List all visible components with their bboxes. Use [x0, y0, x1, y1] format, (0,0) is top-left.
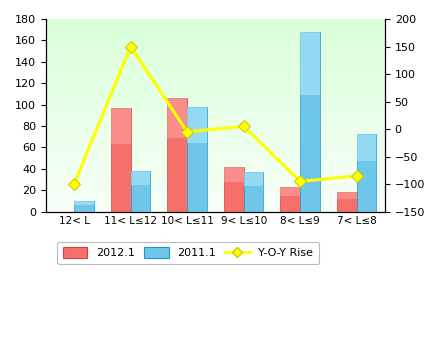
Bar — [111, 108, 131, 144]
Bar — [74, 201, 94, 212]
Bar — [131, 171, 150, 212]
Bar — [74, 201, 94, 205]
Bar — [337, 192, 357, 199]
Bar — [337, 192, 357, 212]
Bar — [280, 187, 300, 212]
Bar — [187, 107, 207, 212]
Bar — [244, 172, 264, 186]
Bar — [357, 134, 377, 212]
Bar — [187, 107, 207, 144]
Bar — [357, 134, 377, 161]
Bar — [224, 167, 244, 212]
Bar — [300, 32, 320, 212]
Bar — [131, 171, 150, 185]
Bar — [244, 172, 264, 212]
Bar — [167, 98, 187, 138]
Bar — [300, 32, 320, 95]
Bar — [224, 167, 244, 182]
Bar — [111, 108, 131, 212]
Bar — [167, 98, 187, 212]
Bar — [280, 187, 300, 195]
Legend: 2012.1, 2011.1, Y-O-Y Rise: 2012.1, 2011.1, Y-O-Y Rise — [58, 242, 319, 264]
